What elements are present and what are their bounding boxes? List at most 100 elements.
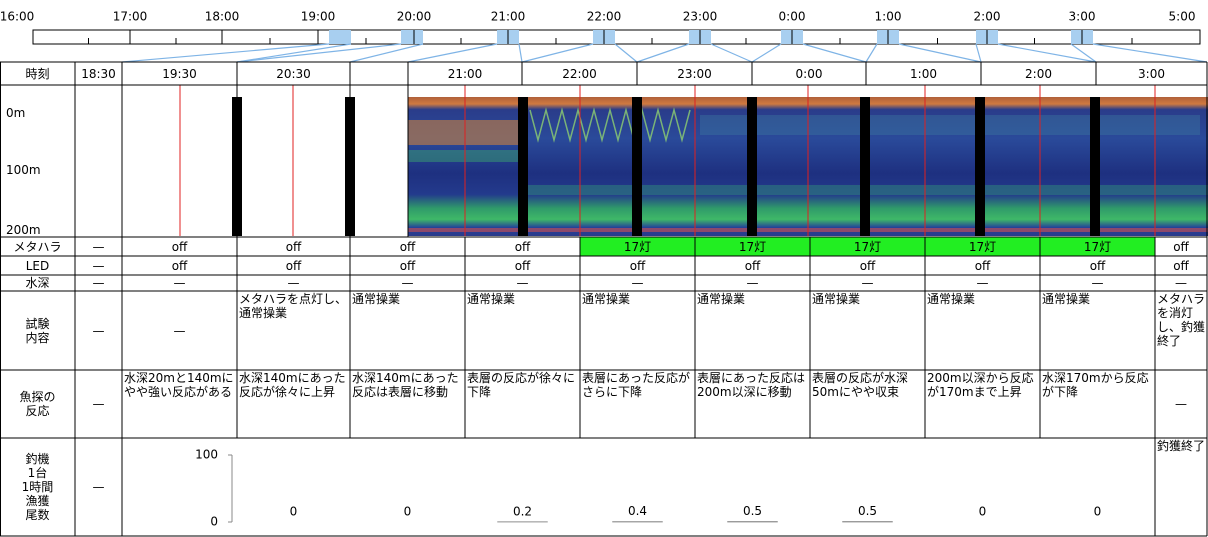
table-cell: — (695, 275, 810, 291)
time-header: 3:00 (1096, 62, 1207, 85)
depth-label: 200m (4, 222, 72, 238)
timeline-connectors (122, 44, 1207, 62)
timeline-bar (33, 30, 1200, 44)
table-cell: 水深170mから反応が下降 (1040, 370, 1155, 438)
row-label: 水深 (0, 275, 75, 291)
table-cell: 表層の反応が水深50mにやや収束 (810, 370, 925, 438)
time-header: 0:00 (752, 62, 866, 85)
table-cell: — (925, 275, 1040, 291)
table-cell: — (1155, 370, 1207, 438)
row-label: 魚探の 反応 (0, 370, 75, 438)
table-cell: — (75, 370, 122, 438)
table-cell: 17灯 (580, 237, 695, 256)
row-label: 試験 内容 (0, 291, 75, 370)
timeline-label: 16:00 (0, 10, 34, 24)
timeline-label: 17:00 (113, 10, 148, 24)
table-cell: 17灯 (925, 237, 1040, 256)
timeline-label: 0:00 (779, 10, 806, 24)
table-cell: — (75, 237, 122, 256)
value-label: 0.5 (858, 504, 877, 518)
time-header: 23:00 (637, 62, 752, 85)
table-cell: off (1040, 256, 1155, 275)
depth-label: 100m (4, 162, 72, 178)
table-cell: 17灯 (695, 237, 810, 256)
depth-label: 0m (4, 105, 72, 121)
table-cell: 水深20mと140mにやや強い反応がある (122, 370, 237, 438)
table-cell: off (925, 256, 1040, 275)
table-cell: off (810, 256, 925, 275)
time-header: 20:30 (237, 62, 350, 85)
table-cell: 通常操業 (350, 291, 465, 370)
table-cell: — (1040, 275, 1155, 291)
timeline-label: 22:00 (587, 10, 622, 24)
timeline-label: 18:00 (205, 10, 240, 24)
table-cell: — (237, 275, 350, 291)
table-cell: — (75, 256, 122, 275)
value-label: 0.5 (743, 504, 762, 518)
row-label: 釣機 1台 1時間 漁獲 尾数 (0, 438, 75, 536)
time-header: 21:00 (408, 62, 522, 85)
table-cell: 17灯 (1040, 237, 1155, 256)
timeline-label: 5:00 (1169, 10, 1196, 24)
table-cell: off (350, 237, 465, 256)
timeline-label: 1:00 (875, 10, 902, 24)
y-tick-label: 0 (210, 515, 218, 529)
table-cell: off (695, 256, 810, 275)
table-cell: 通常操業 (465, 291, 580, 370)
time-header: 22:00 (522, 62, 637, 85)
time-header: 1:00 (866, 62, 981, 85)
timeline-label: 19:00 (301, 10, 336, 24)
table-cell: 200m以深から反応が170mまで上昇 (925, 370, 1040, 438)
table-cell: 通常操業 (1040, 291, 1155, 370)
table-cell: 表層にあった反応は200m以深に移動 (695, 370, 810, 438)
table-cell: off (580, 256, 695, 275)
table-cell: — (122, 275, 237, 291)
table-cell: off (237, 256, 350, 275)
value-label: 0 (290, 505, 298, 519)
table-cell: 通常操業 (580, 291, 695, 370)
table-cell: 水深140mにあった反応は表層に移動 (350, 370, 465, 438)
row-label: LED (0, 256, 75, 275)
table-cell: 水深140mにあった反応が徐々に上昇 (237, 370, 350, 438)
table-cell: off (122, 256, 237, 275)
row-label: メタハラ (0, 237, 75, 256)
table-cell: off (1155, 256, 1207, 275)
row-label: 時刻 (0, 62, 75, 85)
timeline-label: 2:00 (974, 10, 1001, 24)
table-cell: 表層にあった反応がさらに下降 (580, 370, 695, 438)
time-header: 18:30 (75, 62, 122, 85)
table-cell: — (75, 291, 122, 370)
table-cell: off (122, 237, 237, 256)
table-cell: 表層の反応が徐々に下降 (465, 370, 580, 438)
table-cell: — (350, 275, 465, 291)
value-label: 0 (979, 505, 987, 519)
time-header: 2:00 (981, 62, 1096, 85)
table-cell: 釣獲終了 (1155, 438, 1207, 536)
table-cell: off (237, 237, 350, 256)
timeline-label: 20:00 (397, 10, 432, 24)
time-header: 19:30 (122, 62, 237, 85)
value-label: 0 (1094, 505, 1102, 519)
table-cell: — (465, 275, 580, 291)
table-cell: off (465, 237, 580, 256)
table-cell: 通常操業 (810, 291, 925, 370)
table-cell: 通常操業 (695, 291, 810, 370)
table-cell: — (75, 438, 122, 536)
value-label: 0.2 (513, 504, 532, 518)
table-cell: — (580, 275, 695, 291)
table-cell: 17灯 (810, 237, 925, 256)
y-tick-label: 100 (195, 448, 218, 462)
table-cell: — (1155, 275, 1207, 291)
timeline-label: 3:00 (1069, 10, 1096, 24)
table-cell: — (122, 291, 237, 370)
table-cell: — (75, 275, 122, 291)
timeline-label: 23:00 (683, 10, 718, 24)
value-label: 0 (404, 505, 412, 519)
table-cell: off (1155, 237, 1207, 256)
table-cell: off (350, 256, 465, 275)
table-cell: メタハラを点灯し、通常操業 (237, 291, 350, 370)
timeline-label: 21:00 (491, 10, 526, 24)
table-cell: — (810, 275, 925, 291)
table-cell: メタハラを消灯し、釣獲終了 (1155, 291, 1207, 370)
page: 16:0017:0018:0019:0020:0021:0022:0023:00… (0, 0, 1208, 537)
